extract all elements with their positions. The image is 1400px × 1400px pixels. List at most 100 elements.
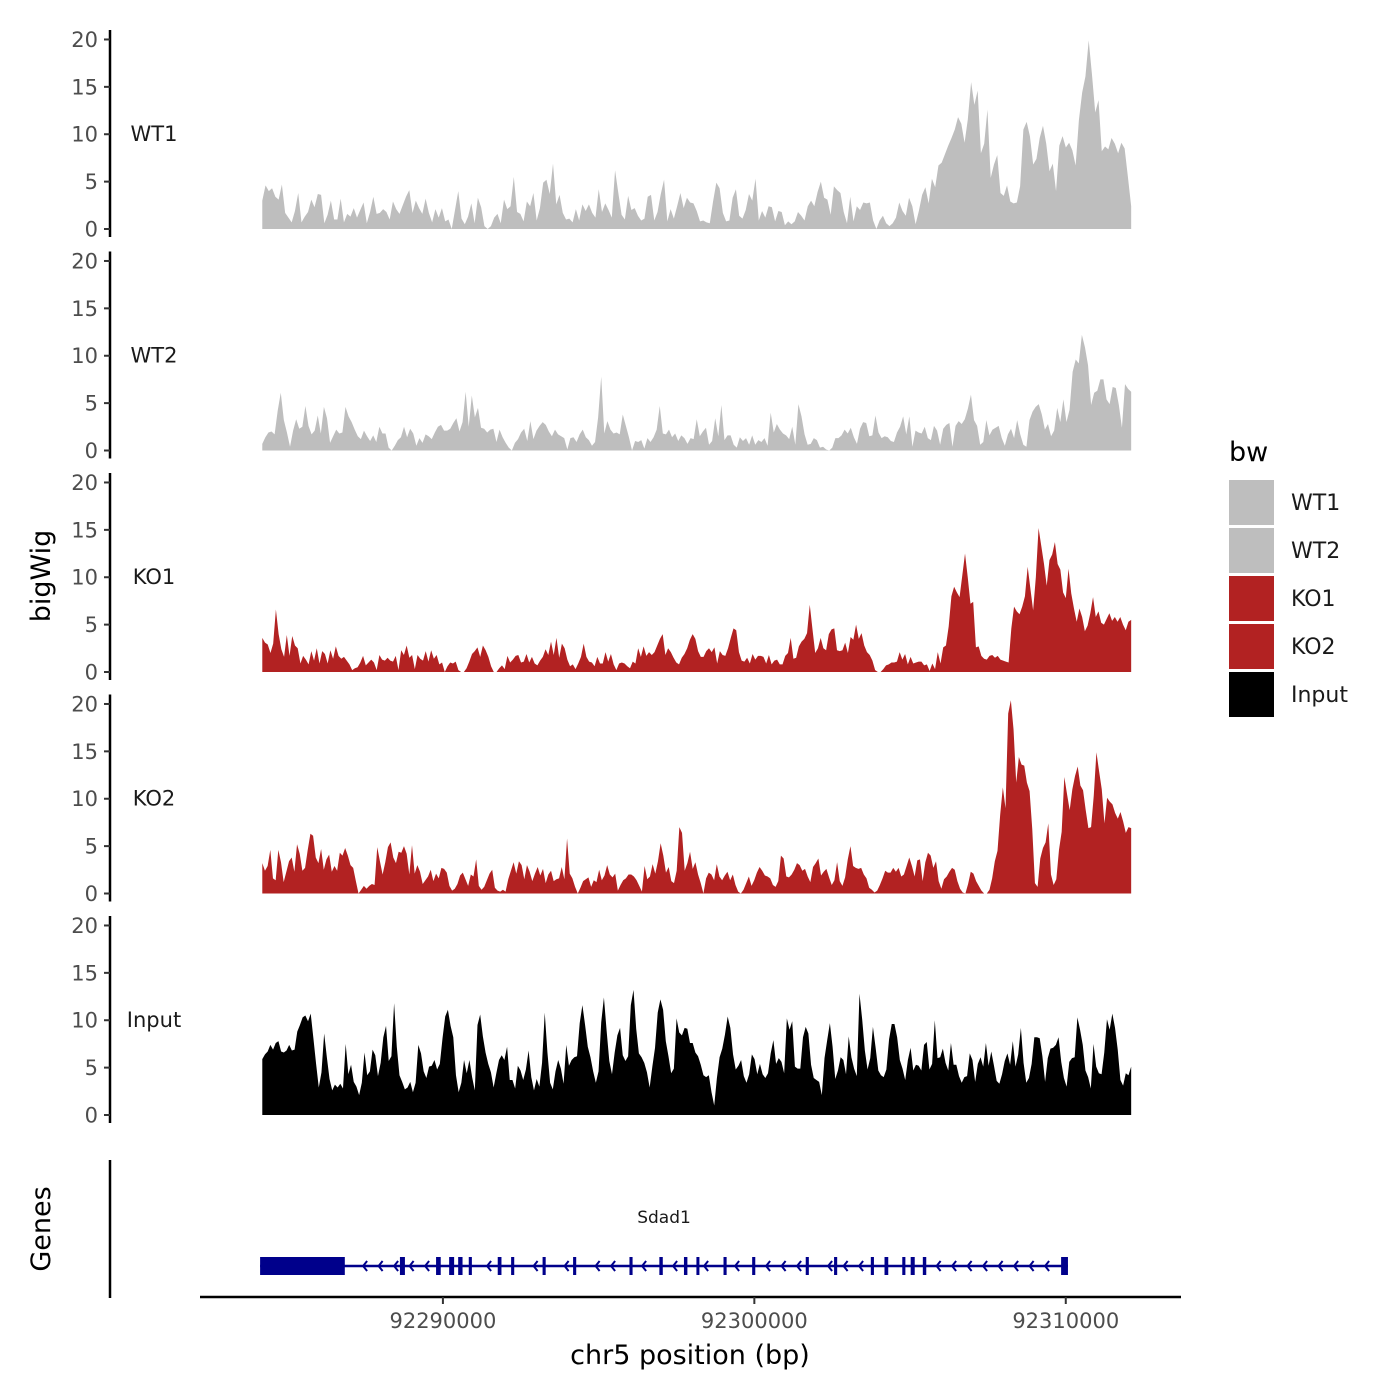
y-tick-label: 0 [85, 439, 98, 463]
strand-arrow [826, 1260, 833, 1272]
strand-arrow [935, 1260, 942, 1272]
gene-exon [910, 1257, 915, 1275]
track-ko2: 0 5 10 15 20 KO2 [71, 692, 1132, 906]
strand-arrow [780, 1260, 787, 1272]
legend-key-ko2 [1229, 624, 1274, 669]
gene-exon [436, 1257, 441, 1275]
y-axis-title: bigWig [26, 530, 57, 623]
strand-arrow [640, 1260, 647, 1272]
strand-arrow [423, 1260, 430, 1272]
x-axis: 92290000 92300000 92310000 [200, 1295, 1181, 1333]
gene-exon [497, 1257, 502, 1275]
gene-exon [260, 1257, 345, 1275]
y-tick-label: 10 [71, 123, 98, 147]
strand-arrow [997, 1260, 1004, 1272]
y-tick-label: 15 [71, 961, 98, 985]
strand-arrow [532, 1260, 539, 1272]
legend-label: KO1 [1291, 587, 1336, 612]
legend-label: Input [1291, 683, 1348, 708]
strand-arrow [1028, 1260, 1035, 1272]
gene-exon [399, 1257, 405, 1275]
strand-arrow [702, 1260, 709, 1272]
legend-label: WT1 [1291, 491, 1340, 516]
strand-arrow [594, 1260, 601, 1272]
strand-arrow [671, 1260, 678, 1272]
signal-area-wt1 [262, 40, 1132, 229]
gene-exon [573, 1257, 577, 1275]
track-label: WT1 [131, 122, 178, 146]
strand-arrow [408, 1260, 415, 1272]
y-tick-label: 20 [71, 692, 98, 716]
track-wt1: 0 5 10 15 20 WT1 [71, 28, 1132, 242]
strand-arrow [361, 1260, 368, 1272]
y-tick-label: 10 [71, 1009, 98, 1033]
strand-arrow [563, 1260, 570, 1272]
legend: bw WT1 WT2 KO1 KO2 Input [1229, 437, 1348, 717]
legend-key-wt2 [1229, 528, 1274, 573]
legend-label: WT2 [1291, 539, 1340, 564]
y-tick-label: 5 [85, 835, 98, 859]
y-tick-label: 5 [85, 613, 98, 637]
gene-exon [659, 1257, 663, 1275]
strand-arrow [857, 1260, 864, 1272]
gene-exon [723, 1257, 727, 1275]
track-label: KO1 [133, 565, 176, 589]
gene-exon [805, 1257, 809, 1275]
gene-exon [902, 1257, 906, 1275]
strand-arrow [966, 1260, 973, 1272]
y-tick-label: 5 [85, 392, 98, 416]
y-tick-label: 20 [71, 914, 98, 938]
gene-exon [511, 1257, 515, 1275]
y-tick-label: 15 [71, 740, 98, 764]
gene-exon [629, 1257, 633, 1275]
x-tick-label: 92300000 [701, 1309, 808, 1333]
track-input: 0 5 10 15 20 Input [71, 914, 1132, 1128]
strand-arrow [1043, 1260, 1050, 1272]
y-tick-label: 0 [85, 882, 98, 906]
gene-exon [834, 1257, 838, 1275]
y-tick-label: 15 [71, 297, 98, 321]
strand-arrow [733, 1260, 740, 1272]
strand-arrow [842, 1260, 849, 1272]
y-tick-label: 5 [85, 1056, 98, 1080]
legend-key-ko1 [1229, 576, 1274, 621]
strand-arrow [609, 1260, 616, 1272]
strand-arrow [1012, 1260, 1019, 1272]
legend-title: bw [1229, 437, 1268, 468]
y-tick-label: 0 [85, 218, 98, 242]
genes-axis-title: Genes [26, 1186, 57, 1271]
strand-arrow [377, 1260, 384, 1272]
x-tick-label: 92310000 [1012, 1309, 1119, 1333]
gene-exon [542, 1257, 546, 1275]
genes-panel: Sdad1 [108, 1160, 1068, 1298]
y-tick-label: 20 [71, 471, 98, 495]
signal-area-ko2 [262, 700, 1132, 894]
strand-arrow [764, 1260, 771, 1272]
gene-exon [884, 1257, 889, 1275]
strand-arrow [392, 1260, 399, 1272]
track-label: WT2 [131, 344, 178, 368]
track-ko1: 0 5 10 15 20 KO1 [71, 471, 1132, 685]
legend-label: KO2 [1291, 635, 1336, 660]
y-tick-label: 15 [71, 518, 98, 542]
y-tick-label: 20 [71, 28, 98, 52]
track-wt2: 0 5 10 15 20 WT2 [71, 249, 1132, 463]
bigwig-tracks: 0 5 10 15 20 WT1 0 5 10 15 20 WT2 0 5 10 15 20 KO1 0 5 10 15 2… [71, 28, 1132, 1128]
y-tick-label: 5 [85, 170, 98, 194]
signal-area-wt2 [262, 334, 1132, 451]
strand-arrow [950, 1260, 957, 1272]
track-label: KO2 [133, 787, 176, 811]
gene-exon [1061, 1257, 1068, 1275]
gene-exon [922, 1257, 927, 1275]
x-tick-label: 92290000 [389, 1309, 496, 1333]
strand-arrow [795, 1260, 802, 1272]
gene-exon [870, 1257, 874, 1275]
gene-exon [752, 1257, 756, 1275]
gene-exon [468, 1257, 472, 1275]
gene-name-label: Sdad1 [637, 1208, 691, 1228]
y-tick-label: 10 [71, 787, 98, 811]
signal-area-ko1 [262, 527, 1132, 672]
legend-key-input [1229, 672, 1274, 717]
legend-key-wt1 [1229, 480, 1274, 525]
